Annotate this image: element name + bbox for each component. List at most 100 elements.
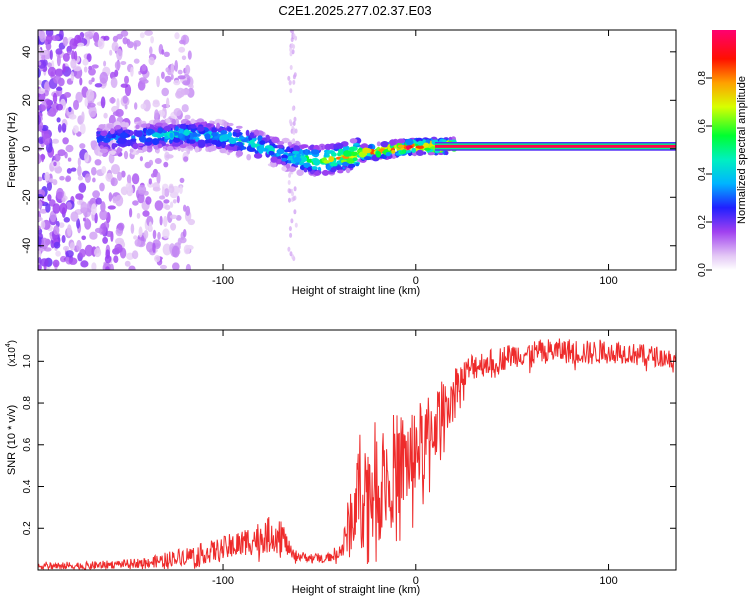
noise-speckle: [56, 54, 61, 67]
ridge-point: [190, 118, 196, 125]
noise-speckle: [81, 235, 86, 241]
ridge-point: [329, 167, 337, 173]
noise-speckle: [139, 156, 143, 162]
noise-speckle: [122, 95, 128, 104]
ridge-point: [288, 166, 297, 173]
ridge-point: [428, 151, 435, 156]
noise-speckle: [45, 35, 53, 43]
noise-speckle: [185, 205, 191, 216]
colorbar-gradient: [712, 30, 736, 270]
ridge-point: [106, 123, 114, 129]
noise-speckle: [177, 75, 186, 80]
noise-speckle: [100, 201, 106, 213]
noise-speckle: [42, 133, 51, 146]
ridge-point: [192, 131, 198, 137]
ridge-point: [130, 137, 137, 142]
noise-speckle: [68, 114, 77, 120]
noise-speckle: [148, 159, 154, 166]
noise-speckle: [288, 226, 292, 232]
y-tick-label: 40: [21, 46, 33, 58]
noise-speckle: [149, 46, 153, 55]
noise-speckle: [76, 218, 81, 229]
ridge-point: [253, 152, 263, 159]
ridge-point: [444, 150, 449, 156]
noise-speckle: [79, 143, 86, 149]
noise-speckle: [52, 259, 60, 268]
noise-speckle: [89, 231, 98, 240]
noise-speckle: [38, 153, 42, 165]
ridge-point: [391, 149, 396, 154]
ridge-point: [311, 166, 318, 170]
noise-speckle: [92, 177, 96, 183]
noise-speckle: [154, 200, 164, 211]
noise-speckle: [99, 71, 109, 84]
ridge-point: [307, 166, 313, 172]
ridge-point: [304, 148, 309, 156]
ridge-point: [350, 151, 358, 157]
noise-speckle: [291, 191, 295, 197]
ridge-point: [376, 141, 381, 147]
noise-speckle: [39, 208, 48, 214]
snr-frame: [37, 329, 677, 571]
noise-speckle: [91, 262, 97, 270]
ridge-point: [271, 136, 280, 144]
noise-speckle: [56, 187, 64, 200]
noise-speckle: [84, 97, 89, 107]
ridge-point: [145, 128, 155, 134]
noise-speckle: [69, 242, 75, 251]
noise-speckle: [101, 166, 107, 174]
noise-speckle: [131, 173, 140, 185]
ridge-point: [415, 145, 424, 149]
noise-speckle: [61, 235, 66, 243]
noise-speckle: [111, 164, 120, 175]
noise-speckle: [294, 128, 298, 134]
noise-speckle: [99, 182, 105, 192]
noise-speckle: [92, 190, 100, 199]
ridge-point: [336, 143, 344, 149]
ridge-point: [330, 162, 338, 167]
noise-speckle: [163, 215, 168, 228]
noise-speckle: [94, 159, 102, 166]
noise-speckle: [109, 97, 116, 104]
colorbar: 0.0 0.2 0.4 0.6 0.8 Normalized spectral ampl…: [697, 30, 748, 277]
noise-speckle: [77, 175, 83, 181]
noise-speckle: [287, 75, 291, 81]
ridge-point: [177, 133, 183, 139]
noise-speckle: [105, 266, 110, 270]
colorbar-axes: 0.0 0.2 0.4 0.6 0.8: [697, 71, 712, 277]
noise-speckle: [152, 186, 161, 192]
noise-speckle: [77, 157, 81, 167]
ridge-point: [389, 139, 394, 146]
noise-speckle: [293, 186, 297, 192]
ridge-point: [293, 145, 300, 152]
noise-speckle: [57, 149, 66, 157]
noise-speckle: [80, 260, 89, 268]
ridge-point: [129, 148, 134, 153]
ridge-point: [343, 150, 352, 157]
ridge-point: [245, 129, 250, 137]
ridge-point: [116, 147, 121, 154]
noise-speckle: [69, 38, 78, 50]
ridge-point: [211, 139, 219, 145]
snr-panel: -100 0 100 0.2 0.4 0.6 0.8 1.0 Height of straig…: [5, 329, 677, 596]
y-tick-label: 20: [21, 94, 33, 106]
noise-speckle: [121, 170, 126, 178]
noise-speckle: [137, 184, 147, 195]
noise-speckle: [159, 215, 163, 226]
noise-speckle: [84, 244, 94, 257]
noise-speckle: [290, 43, 294, 49]
noise-speckle: [166, 97, 170, 109]
ridge-point: [134, 130, 143, 138]
ridge-point: [204, 133, 211, 140]
spectrogram-xlabel: Height of straight line (km): [292, 285, 420, 297]
noise-speckle: [174, 60, 178, 72]
noise-speckle: [56, 103, 63, 111]
y-tick-label: 0.2: [22, 521, 33, 535]
noise-speckle: [113, 255, 119, 263]
ridge-point: [417, 140, 424, 146]
colorbar-tick-label: 0.8: [697, 71, 708, 85]
noise-speckle: [154, 109, 159, 120]
noise-speckle: [154, 158, 162, 164]
ridge-point: [111, 143, 116, 150]
ridge-point: [151, 138, 160, 146]
